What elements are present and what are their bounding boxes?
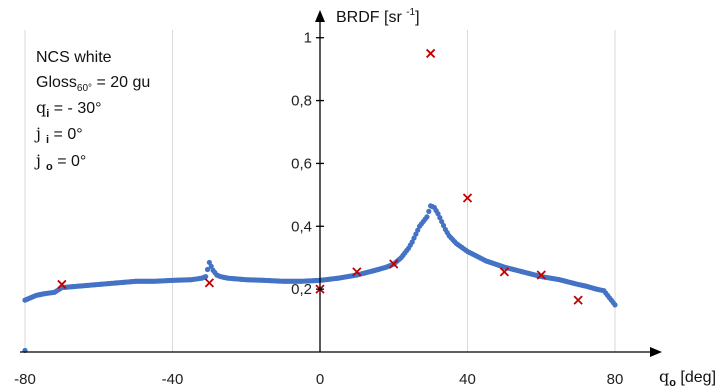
model-point-stroke [536, 270, 546, 280]
model-point [57, 279, 67, 290]
tick-labels: -80 -40 0 40 80 0,2 0,4 0,6 0,8 1 [14, 30, 623, 388]
axes [20, 10, 662, 357]
measured-point [440, 222, 447, 229]
measured-point [439, 218, 445, 225]
annotation-phi-o: j o = 0° [34, 151, 86, 173]
annotation-phi-i: j i = 0° [34, 124, 83, 146]
measured-point [426, 208, 432, 214]
model-point [389, 259, 399, 269]
annotation-gloss: Gloss60° = 20 gu [36, 74, 150, 94]
y-tick-label: 0,8 [291, 93, 312, 110]
model-point [462, 193, 473, 203]
measured-point [206, 259, 212, 266]
model-point [499, 267, 510, 277]
model-point-stroke [462, 193, 473, 203]
x-axis-arrow [650, 347, 662, 357]
measured-point [612, 302, 618, 308]
annotation-sample: NCS white [36, 49, 112, 66]
x-axis-label: qo [deg] [659, 367, 716, 389]
model-point-stroke [425, 48, 436, 59]
model-point-stroke [499, 267, 510, 277]
y-axis-label: BRDF [sr -1] [336, 7, 420, 26]
grid-lines [24, 30, 616, 352]
parameter-annotations: NCS white Gloss60° = 20 gu qi = - 30° j … [34, 49, 150, 173]
measured-point [204, 266, 211, 273]
model-point-stroke [204, 278, 215, 288]
measured-point [409, 239, 415, 245]
model-point [536, 270, 546, 280]
x-tick-label: 80 [607, 371, 624, 388]
measured-point [415, 227, 421, 233]
y-tick-label: 0,6 [291, 155, 312, 172]
x-tick-label: 40 [459, 371, 476, 388]
measured-point [203, 273, 209, 280]
x-tick-label: -40 [162, 371, 184, 388]
x-tick-label: 0 [316, 371, 324, 388]
model-point-stroke [573, 295, 583, 305]
annotation-theta-i: qi = - 30° [36, 98, 102, 120]
measured-point [413, 231, 419, 237]
model-point [573, 295, 583, 305]
y-tick-label: 1 [304, 30, 312, 47]
measured-point [208, 263, 214, 269]
measured-point [411, 235, 417, 241]
measured-point [435, 211, 441, 217]
model-point-stroke [352, 267, 362, 277]
model-point [204, 278, 215, 288]
measured-point [424, 214, 430, 220]
model-point [352, 267, 362, 277]
model-point [425, 48, 436, 59]
x-tick-label: -80 [14, 371, 36, 388]
measured-point [437, 215, 443, 221]
model-point-stroke [389, 259, 399, 269]
y-tick-label: 0,2 [291, 281, 312, 298]
y-tick-label: 0,4 [291, 218, 312, 235]
y-axis-arrow [315, 10, 325, 22]
model-point-stroke [57, 279, 67, 290]
